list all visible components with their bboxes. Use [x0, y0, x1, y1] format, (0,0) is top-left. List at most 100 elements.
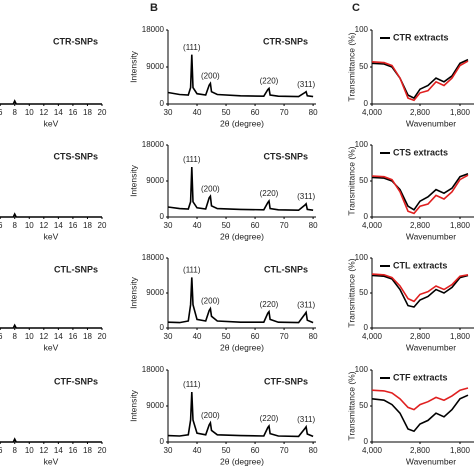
- x-tick-label: 12: [39, 446, 48, 455]
- x-tick-label: 16: [68, 221, 77, 230]
- data-line: [371, 394, 469, 433]
- y-axis-label: Transmittance (%): [346, 371, 356, 440]
- y-tick-label: 9000: [146, 401, 164, 410]
- y-axis-label: Transmittance (%): [346, 258, 356, 327]
- peak-label: (220): [260, 414, 279, 423]
- x-tick-label: 20: [98, 332, 107, 341]
- chart-title: CTF-SNPs: [54, 376, 98, 386]
- peak-label: (200): [201, 297, 220, 306]
- chart-title: CTR-SNPs: [53, 36, 98, 46]
- x-axis-label: 2θ (degree): [220, 456, 264, 466]
- x-tick-label: 8: [13, 221, 18, 230]
- x-tick-label: 50: [222, 108, 231, 117]
- x-tick-label: 18: [83, 446, 92, 455]
- chart-title: CTF-SNPs: [264, 376, 308, 386]
- x-axis-label: Wavenumber: [406, 342, 456, 352]
- x-tick-label: 30: [164, 332, 173, 341]
- x-tick-label: 16: [68, 446, 77, 455]
- x-tick-label: 10: [25, 446, 34, 455]
- x-tick-label: 70: [280, 108, 289, 117]
- x-tick-label: 4,000: [362, 108, 383, 117]
- peak-label: (311): [297, 301, 315, 310]
- x-tick-label: 2,800: [410, 332, 431, 341]
- y-tick-label: 50: [359, 288, 368, 297]
- x-tick-label: 30: [164, 446, 173, 455]
- x-axis-label: 2θ (degree): [220, 231, 264, 241]
- peak-label: (311): [297, 415, 315, 424]
- y-tick-label: 50: [359, 62, 368, 71]
- data-line: [371, 60, 469, 102]
- panel-label: B: [150, 2, 158, 14]
- x-axis-label: 2θ (degree): [220, 118, 264, 128]
- peak-label: (200): [201, 72, 220, 81]
- x-tick-label: 8: [13, 108, 18, 117]
- x-tick-label: 14: [54, 446, 63, 455]
- y-tick-label: 9000: [146, 176, 164, 185]
- y-tick-label: 0: [364, 99, 369, 108]
- x-tick-label: 6: [0, 332, 3, 341]
- peak-label: (111): [183, 155, 201, 164]
- chart-title: CTL-SNPs: [54, 264, 98, 274]
- x-tick-label: 18: [83, 221, 92, 230]
- data-line: [371, 273, 469, 303]
- y-axis-label: Intensity: [128, 164, 138, 196]
- y-tick-label: 50: [359, 401, 368, 410]
- peak-label: (111): [183, 380, 201, 389]
- data-line: [167, 166, 314, 212]
- y-tick-label: 9000: [146, 288, 164, 297]
- y-axis-label: Transmittance (%): [346, 146, 356, 215]
- y-tick-label: 0: [364, 323, 369, 332]
- peak-label: (311): [297, 80, 315, 89]
- x-tick-label: 14: [54, 221, 63, 230]
- x-tick-label: 10: [25, 108, 34, 117]
- peak-label: (311): [297, 192, 315, 201]
- y-tick-label: 100: [355, 253, 369, 262]
- x-tick-label: 4,000: [362, 221, 383, 230]
- y-tick-label: 0: [160, 99, 165, 108]
- peak-label: (220): [260, 189, 279, 198]
- y-tick-label: 9000: [146, 62, 164, 71]
- y-tick-label: 18000: [142, 253, 165, 262]
- data-line: [371, 274, 469, 308]
- data-line: [167, 54, 314, 98]
- x-tick-label: 8: [13, 332, 18, 341]
- y-tick-label: 0: [160, 437, 165, 446]
- x-tick-label: 2,800: [410, 108, 431, 117]
- y-tick-label: 0: [160, 323, 165, 332]
- x-tick-label: 18: [83, 332, 92, 341]
- data-line: [0, 99, 102, 105]
- x-axis-label: keV: [44, 342, 59, 352]
- x-tick-label: 12: [39, 108, 48, 117]
- x-axis-label: Wavenumber: [406, 118, 456, 128]
- data-line: [167, 391, 314, 438]
- x-tick-label: 6: [0, 446, 3, 455]
- y-tick-label: 18000: [142, 365, 165, 374]
- x-tick-label: 40: [193, 221, 202, 230]
- legend-label: CTR extracts: [393, 32, 449, 42]
- x-tick-label: 40: [193, 446, 202, 455]
- chart-title: CTS-SNPs: [53, 151, 98, 161]
- x-tick-label: 14: [54, 108, 63, 117]
- y-axis-label: Intensity: [128, 389, 138, 421]
- x-tick-label: 60: [251, 108, 260, 117]
- y-axis-label: Transmittance (%): [346, 32, 356, 101]
- x-tick-label: 70: [280, 332, 289, 341]
- x-tick-label: 40: [193, 332, 202, 341]
- legend-label: CTS extracts: [393, 147, 448, 157]
- x-tick-label: 40: [193, 108, 202, 117]
- peak-label: (220): [260, 76, 279, 85]
- data-line: [167, 277, 314, 324]
- legend-label: CTF extracts: [393, 372, 448, 382]
- x-axis-label: Wavenumber: [406, 231, 456, 241]
- data-line: [371, 173, 469, 211]
- chart-title: CTR-SNPs: [263, 36, 308, 46]
- y-tick-label: 50: [359, 176, 368, 185]
- peak-label: (200): [201, 411, 220, 420]
- x-tick-label: 60: [251, 332, 260, 341]
- x-tick-label: 20: [98, 221, 107, 230]
- x-tick-label: 12: [39, 221, 48, 230]
- x-tick-label: 2,800: [410, 221, 431, 230]
- x-axis-label: keV: [44, 456, 59, 466]
- legend-label: CTL extracts: [393, 260, 447, 270]
